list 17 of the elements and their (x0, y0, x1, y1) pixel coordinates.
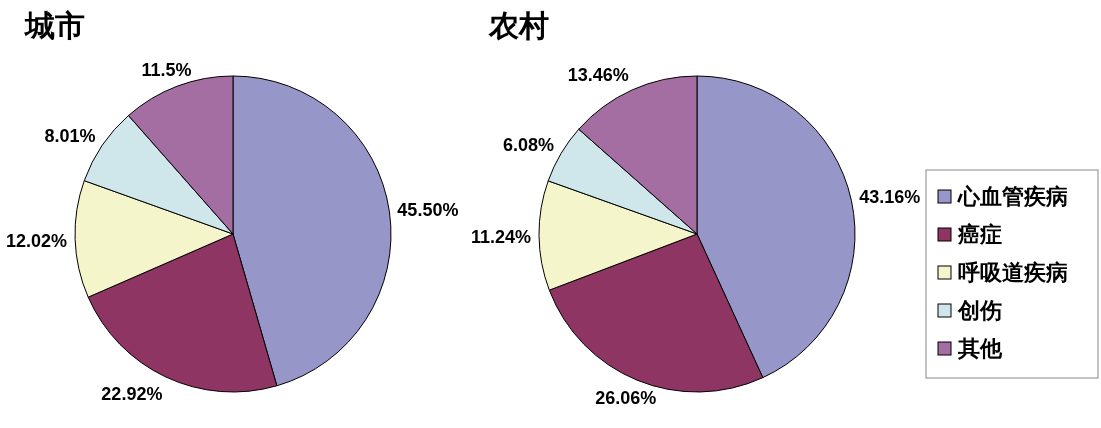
data-label: 6.08% (503, 135, 555, 156)
data-label: 8.01% (44, 126, 96, 147)
data-label: 22.92% (101, 384, 163, 405)
data-label: 45.50% (397, 200, 459, 221)
legend-label: 创伤 (957, 298, 1002, 323)
legend-label: 心血管疾病 (957, 184, 1068, 209)
legend-label: 癌症 (957, 222, 1002, 247)
data-label: 11.24% (470, 226, 532, 247)
data-label: 13.46% (567, 64, 629, 85)
data-label: 43.16% (859, 187, 921, 208)
legend-label: 其他 (957, 336, 1003, 361)
data-label: 11.5% (141, 60, 192, 81)
chart-title: 农村 (488, 9, 549, 42)
data-label: 12.02% (6, 230, 68, 251)
legend-label: 呼吸道疾病 (958, 260, 1068, 285)
data-label: 26.06% (595, 387, 657, 408)
chart-title: 城市 (23, 9, 85, 42)
